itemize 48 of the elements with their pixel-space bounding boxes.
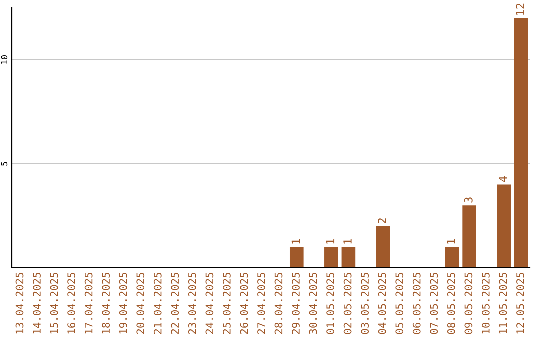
x-tick-label: 02.05.2025 [344, 273, 352, 334]
bar [376, 226, 390, 268]
x-tick-label: 28.04.2025 [274, 273, 283, 334]
x-tick-label: 19.04.2025 [119, 273, 128, 334]
x-tick-label: 21.04.2025 [154, 273, 162, 334]
y-tick-label: 10 [1, 56, 8, 64]
bar [342, 247, 356, 268]
x-tick-label: 08.05.2025 [447, 273, 456, 334]
x-tick-label: 15.04.2025 [50, 273, 58, 334]
x-tick-label: 01.05.2025 [326, 273, 334, 334]
x-tick-label: 25.04.2025 [223, 273, 231, 334]
data-label: 3 [464, 198, 473, 203]
x-tick-label: 23.04.2025 [188, 273, 196, 334]
x-tick-label: 10.05.2025 [482, 273, 490, 334]
data-label: 1 [326, 239, 335, 244]
x-tick-label: 24.04.2025 [206, 273, 214, 334]
bar [497, 184, 512, 268]
bar [445, 247, 460, 268]
x-tick-label: 07.05.2025 [430, 273, 438, 334]
x-tick-label: 27.04.2025 [258, 273, 266, 334]
x-tick-label: 11.05.2025 [499, 273, 508, 334]
x-tick-label: 18.04.2025 [102, 273, 110, 334]
data-label: 4 [499, 176, 508, 182]
x-tick-label: 04.05.2025 [378, 273, 386, 334]
x-tick-label: 26.04.2025 [240, 273, 248, 334]
x-tick-label: 13.04.2025 [16, 273, 24, 334]
x-tick-label: 05.05.2025 [396, 273, 404, 334]
x-tick-label: 09.05.2025 [464, 273, 473, 334]
x-tick-label: 06.05.2025 [412, 273, 421, 334]
x-tick-label: 17.04.2025 [84, 273, 93, 334]
x-tick-label: 29.04.2025 [292, 273, 300, 334]
data-label: 2 [378, 218, 386, 224]
data-label: 1 [344, 239, 352, 244]
data-label: 1 [447, 239, 456, 244]
x-tick-label: 20.04.2025 [136, 273, 145, 334]
x-tick-label: 30.04.2025 [309, 273, 318, 334]
bar [462, 206, 476, 268]
x-tick-label: 14.04.2025 [33, 273, 41, 334]
x-tick-label: 03.05.2025 [361, 273, 370, 334]
bar [290, 247, 304, 268]
data-label: 12 [516, 4, 524, 15]
bar [324, 247, 338, 268]
y-tick-label: 5 [1, 162, 8, 166]
bar [514, 18, 528, 268]
data-label: 1 [292, 239, 300, 244]
x-tick-label: 16.04.2025 [68, 273, 76, 334]
x-tick-label: 22.04.2025 [171, 273, 180, 334]
x-tick-label: 12.05.2025 [516, 273, 524, 334]
